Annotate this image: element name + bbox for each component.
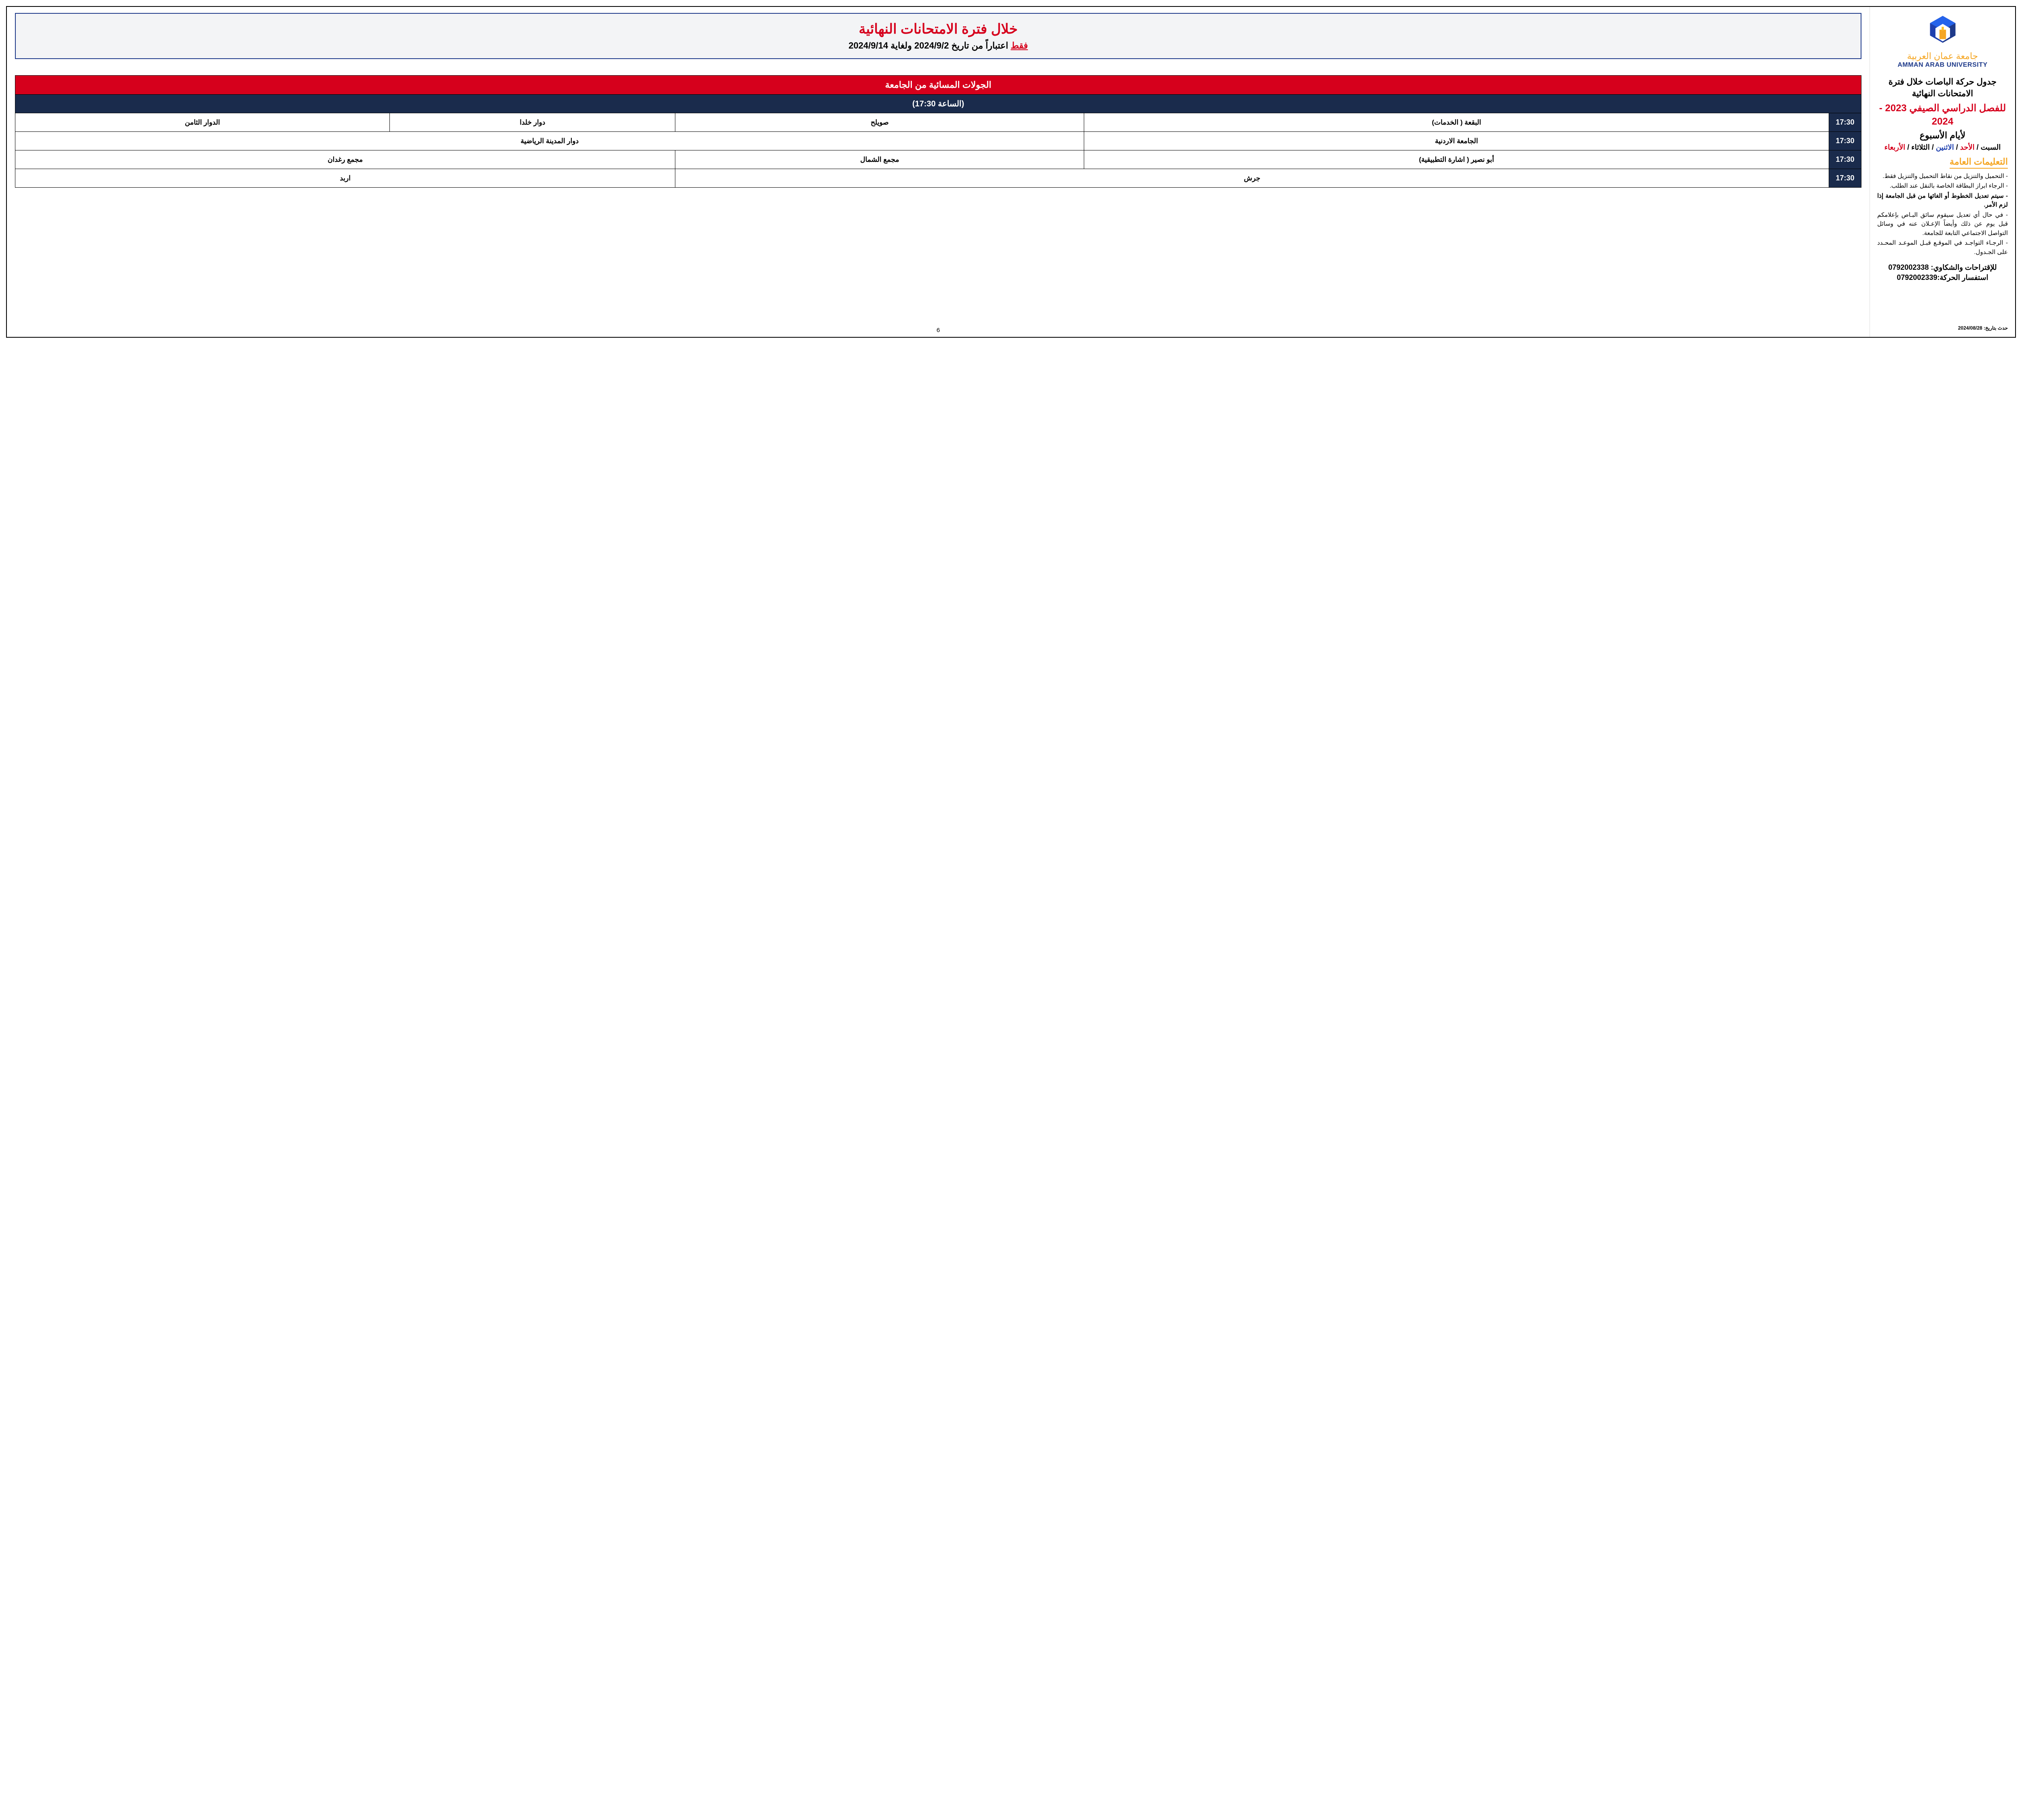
destination-cell: دوار خلدا <box>390 113 675 132</box>
destination-cell: أبو نصير ( اشارة التطبيقية) <box>1084 150 1829 169</box>
contact-suggestions: للإقتراحات والشكاوي: 0792002338 <box>1877 263 2008 272</box>
table-header-main-row: الجولات المسائية من الجامعة <box>15 76 1861 95</box>
day-item: الاثنين <box>1936 143 1954 151</box>
destination-cell: صويلح <box>675 113 1084 132</box>
table-row: 17:30الجامعة الاردنيةدوار المدينة الرياض… <box>15 132 1861 150</box>
day-item: الأحد <box>1960 143 1975 151</box>
instruction-item: - التحميل والتنزيل من نقاط التحميل والتن… <box>1877 172 2008 181</box>
banner-subtitle: فقط اعتباراً من تاريخ 2024/9/2 ولغاية 20… <box>20 40 1857 51</box>
sidebar-days: السبت / الأحد / الاثنين / الثلاثاء / الأ… <box>1877 143 2008 152</box>
destination-cell: مجمع رغدان <box>15 150 675 169</box>
university-name-arabic: جامعة عمان العربية <box>1877 51 2008 61</box>
destination-cell: اربد <box>15 169 675 188</box>
instruction-item: - الرجـاء التواجـد في الموقـع قبـل الموع… <box>1877 239 2008 257</box>
instructions-title: التعليمات العامة <box>1950 157 2008 169</box>
sidebar-title: جدول حركة الباصات خلال فترة الامتحانات ا… <box>1877 76 2008 100</box>
instructions-list: - التحميل والتنزيل من نقاط التحميل والتن… <box>1877 172 2008 258</box>
destination-cell: البقعة ( الخدمات) <box>1084 113 1829 132</box>
time-cell: 17:30 <box>1829 169 1861 188</box>
page-container: جامعة عمان العربية AMMAN ARAB UNIVERSITY… <box>6 6 2016 338</box>
sidebar: جامعة عمان العربية AMMAN ARAB UNIVERSITY… <box>1870 7 2015 337</box>
day-item: السبت <box>1981 143 2001 151</box>
instruction-item: - في حال أي تعديل سيقوم سائق البـاص بإعل… <box>1877 211 2008 238</box>
sidebar-days-label: لأيام الأسبوع <box>1877 130 2008 141</box>
table-header-time: (الساعة 17:30) <box>15 95 1861 113</box>
university-name-english: AMMAN ARAB UNIVERSITY <box>1877 61 2008 69</box>
instruction-item: - سيتم تعديل الخطوط أو الغائها من قبل ال… <box>1877 192 2008 210</box>
time-cell: 17:30 <box>1829 113 1861 132</box>
destination-cell: الدوار الثامن <box>15 113 390 132</box>
time-cell: 17:30 <box>1829 132 1861 150</box>
table-row: 17:30جرشاربد <box>15 169 1861 188</box>
table-row: 17:30البقعة ( الخدمات)صويلحدوار خلداالدو… <box>15 113 1861 132</box>
destination-cell: جرش <box>675 169 1829 188</box>
table-header-main: الجولات المسائية من الجامعة <box>15 76 1861 95</box>
logo-block: جامعة عمان العربية AMMAN ARAB UNIVERSITY <box>1877 13 2008 69</box>
updated-date: حدث بتاريخ: 2024/08/28 <box>1877 325 2008 331</box>
schedule-table: الجولات المسائية من الجامعة (الساعة 17:3… <box>15 75 1861 188</box>
contacts: للإقتراحات والشكاوي: 0792002338 استفسار … <box>1877 263 2008 284</box>
university-logo-icon <box>1925 13 1961 49</box>
day-item: الأربعاء <box>1885 143 1906 151</box>
banner-title: خلال فترة الامتحانات النهائية <box>20 21 1857 37</box>
destination-cell: الجامعة الاردنية <box>1084 132 1829 150</box>
destination-cell: دوار المدينة الرياضية <box>15 132 1084 150</box>
table-header-time-row: (الساعة 17:30) <box>15 95 1861 113</box>
sidebar-semester: للفصل الدراسي الصيفي 2023 - 2024 <box>1877 102 2008 129</box>
day-item: الثلاثاء <box>1911 143 1930 151</box>
page-number: 6 <box>937 327 940 334</box>
time-cell: 17:30 <box>1829 150 1861 169</box>
main-content: خلال فترة الامتحانات النهائية فقط اعتبار… <box>7 7 1870 337</box>
table-row: 17:30أبو نصير ( اشارة التطبيقية)مجمع الش… <box>15 150 1861 169</box>
destination-cell: مجمع الشمال <box>675 150 1084 169</box>
instruction-item: - الرجاء ابراز البطاقة الخاصة بالنقل عند… <box>1877 182 2008 191</box>
contact-inquiry: استفسار الحركة:0792002339 <box>1877 273 2008 282</box>
banner: خلال فترة الامتحانات النهائية فقط اعتبار… <box>15 13 1861 59</box>
